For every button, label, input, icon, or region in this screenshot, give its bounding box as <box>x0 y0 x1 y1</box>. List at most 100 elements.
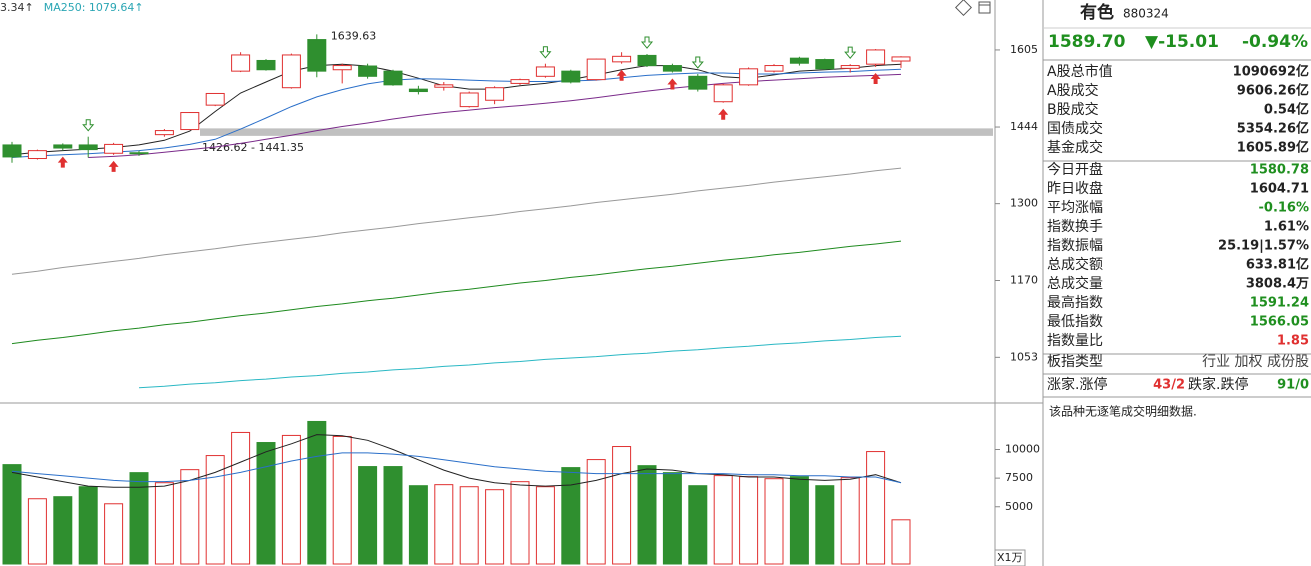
breadth-value: 43/2 <box>1153 378 1185 393</box>
y-tick-label: 5000 <box>1005 500 1033 513</box>
ma-line <box>138 335 902 389</box>
sell-signal <box>691 56 704 69</box>
volume-bar <box>256 442 276 565</box>
row-label: 最低指数 <box>1047 314 1103 330</box>
row-value: 0.54亿 <box>1264 102 1309 118</box>
ma-line <box>11 63 902 156</box>
volume-bar <box>510 481 530 565</box>
volume-bar <box>205 455 225 565</box>
row-value: 1580.78 <box>1250 163 1309 178</box>
volume-bar <box>535 486 555 565</box>
candle-body <box>408 88 428 93</box>
row-label: 基金成交 <box>1047 139 1103 156</box>
volume-bar <box>586 459 606 565</box>
sell-signal <box>82 119 95 132</box>
row-label: 指数量比 <box>1047 333 1103 349</box>
change: ▼-15.01 <box>1145 32 1219 52</box>
ma-line <box>11 68 902 158</box>
candle-body <box>281 54 301 89</box>
row-value: 1566.05 <box>1250 315 1309 330</box>
volume-bar <box>612 446 632 565</box>
candle-body <box>2 144 22 158</box>
volume-bar <box>637 465 657 565</box>
high-label: 1639.63 <box>331 29 377 42</box>
volume-bar <box>154 482 174 565</box>
volume-bar <box>332 435 352 565</box>
row-label: 国债成交 <box>1047 120 1103 137</box>
volume-bar <box>281 434 301 565</box>
volume-bar <box>180 469 200 565</box>
row-label: 昨日收盘 <box>1047 180 1103 197</box>
volume-bar <box>231 431 251 565</box>
volume-bar <box>764 478 784 565</box>
row-label: 平均涨幅 <box>1047 200 1103 216</box>
candle-body <box>535 66 555 77</box>
volume-bar <box>866 451 886 565</box>
volume-bar <box>713 475 733 565</box>
row-value: 1604.71 <box>1250 182 1309 197</box>
candle-body <box>510 79 530 84</box>
candle-body <box>586 58 606 81</box>
icon[interactable] <box>955 0 972 16</box>
row-label: A股成交 <box>1047 82 1099 99</box>
row-value: 1.85 <box>1277 334 1309 349</box>
sell-signal <box>640 36 654 49</box>
row-label: B股成交 <box>1047 101 1099 118</box>
sell-signal <box>539 46 552 59</box>
candle-body <box>180 112 200 131</box>
y-tick-label: 1300 <box>1010 197 1038 210</box>
breadth-label: 跌家.跌停 <box>1188 376 1248 393</box>
change-pct: -0.94% <box>1242 32 1308 52</box>
volume-bar <box>789 476 809 565</box>
volume-bar <box>307 420 327 565</box>
buy-signal <box>108 160 119 172</box>
candle-body <box>662 65 682 72</box>
row-value: 3808.4万 <box>1246 277 1309 292</box>
buy-signal <box>718 108 729 120</box>
volume-bar <box>358 466 378 565</box>
volume-bar <box>662 472 682 565</box>
y-tick-label: 10000 <box>1005 443 1040 456</box>
candle-body <box>434 84 454 88</box>
candle-body <box>789 57 809 64</box>
row-label: 指数振幅 <box>1047 238 1103 254</box>
breadth-label: 涨家.涨停 <box>1047 376 1107 393</box>
support-band <box>200 128 993 136</box>
price: 1589.70 <box>1048 32 1126 52</box>
volume-bar <box>485 489 505 565</box>
buy-signal <box>616 69 627 81</box>
volume-bar <box>815 485 835 565</box>
candle-body <box>688 75 708 90</box>
volume-bar <box>78 486 98 565</box>
row-value: 5354.26亿 <box>1237 121 1309 137</box>
y-tick-label: 1444 <box>1010 120 1038 133</box>
volume-bar <box>408 485 428 565</box>
row-label: 总成交量 <box>1047 275 1103 292</box>
ma-line <box>11 240 902 345</box>
volume-bar <box>383 466 403 565</box>
buy-signal <box>870 72 881 84</box>
buy-signal <box>57 156 68 168</box>
volume-bar <box>434 484 454 565</box>
volume-bar <box>840 477 860 565</box>
panel-code: 880324 <box>1123 7 1169 21</box>
y-tick-label: 7500 <box>1005 471 1033 484</box>
candle-body <box>256 59 276 71</box>
candle-body <box>739 68 759 86</box>
y-tick-label: 1605 <box>1010 43 1038 56</box>
candle-body <box>231 54 251 72</box>
icon[interactable] <box>978 1 991 14</box>
candle-body <box>307 39 327 72</box>
row-label: 板指类型 <box>1047 354 1103 370</box>
candle-body <box>27 150 47 160</box>
row-label: 指数换手 <box>1047 218 1103 235</box>
candle-body <box>129 152 149 155</box>
candle-body <box>332 65 352 71</box>
candle-body <box>866 49 886 65</box>
candle-body <box>104 143 124 154</box>
buy-signal <box>667 78 678 90</box>
candle-body <box>815 59 835 70</box>
candle-body <box>205 92 225 106</box>
breadth-value: 91/0 <box>1277 378 1309 393</box>
candle-body <box>612 55 632 63</box>
